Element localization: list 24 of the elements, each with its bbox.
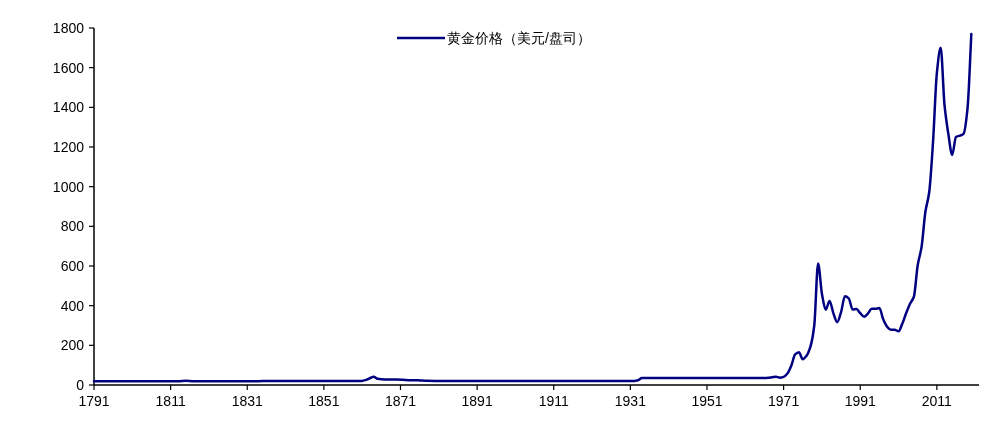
- x-tick-label: 1811: [155, 393, 186, 409]
- y-tick-label: 1200: [52, 139, 85, 155]
- x-tick-label: 1791: [78, 393, 110, 409]
- x-tick-label: 1971: [768, 393, 800, 409]
- x-tick-label: 1831: [231, 393, 264, 409]
- y-tick-label: 800: [60, 218, 85, 235]
- y-tick-label: 0: [76, 377, 85, 393]
- y-tick-label: 1800: [52, 20, 85, 36]
- x-tick-label: 1871: [384, 393, 417, 409]
- x-tick-label: 1931: [614, 393, 647, 409]
- line-series: [92, 32, 973, 383]
- x-tick-label: 1951: [691, 393, 723, 409]
- y-tick-label: 1000: [52, 178, 85, 195]
- x-tick-label: 1911: [538, 393, 569, 409]
- x-tick-label: 1991: [844, 393, 877, 409]
- y-tick-label: 1600: [52, 59, 85, 76]
- y-tick-label: 200: [60, 337, 85, 354]
- x-tick-label: 2011: [921, 393, 953, 409]
- x-tick-label: 1851: [308, 393, 340, 409]
- y-tick-label: 600: [60, 258, 85, 274]
- y-tick-label: 400: [60, 297, 85, 314]
- y-tick-label: 1400: [52, 99, 85, 116]
- legend-label: 黄金价格（美元/盘司）: [447, 30, 591, 46]
- x-tick-label: 1891: [461, 393, 493, 409]
